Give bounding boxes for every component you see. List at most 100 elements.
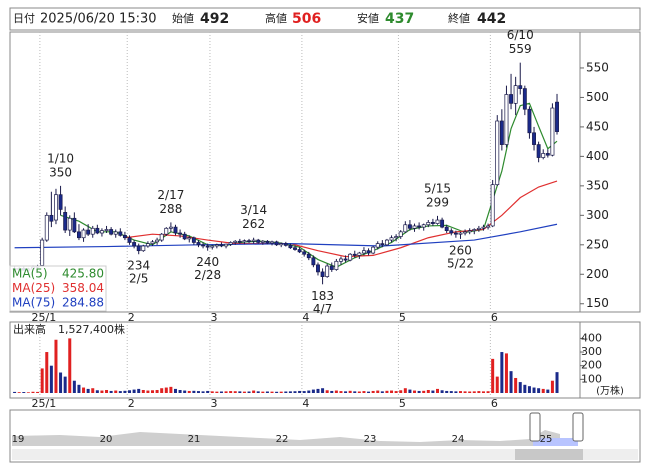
annotation-date: 4/7 [313,302,332,316]
legend-value: 284.88 [62,296,104,310]
y-tick-label: 350 [586,178,609,192]
volume-bar [311,389,315,393]
volume-bar [449,391,453,393]
volume-bar [509,371,513,393]
candle-body [67,217,72,231]
legend-value: 358.04 [62,281,104,295]
candle-body [219,244,224,247]
ma-line [14,223,558,249]
x-tick-label: 6 [491,397,498,410]
volume-bar [537,388,541,393]
volume-panel [9,321,641,399]
candle-body [155,239,160,243]
legend-name: MA(5) [12,267,48,281]
volume-bar [13,391,17,393]
volume-bar [187,390,191,393]
candle-body [527,108,532,134]
candle-body [224,243,228,247]
volume-bar [26,392,30,393]
volume-bar [256,391,260,393]
volume-bar [146,390,150,393]
volume-bar [210,391,214,393]
volume-bar [518,382,522,393]
volume-bar [160,388,164,393]
candle-body [283,243,288,246]
price-panel [9,31,641,313]
candle-body [145,243,150,247]
candle-body [173,226,178,234]
annotation-date: 5/15 [424,181,451,195]
volume-bar [325,390,329,393]
candle-body [362,250,366,254]
candle-body [522,88,527,110]
candle-body [40,239,45,266]
volume-bar [141,389,145,393]
volume-bar [339,391,343,393]
navigator-label: 19 [12,434,25,445]
candle-body [141,245,146,252]
volume-bar [40,368,44,393]
candle-body [536,144,541,158]
navigator-area [12,430,560,446]
y-tick-label: 150 [586,296,609,310]
candle-body [242,240,247,243]
volume-bar [63,376,67,393]
volume-bar [422,390,426,393]
range-handle-left[interactable] [529,412,541,442]
annotation-value: 183 [311,289,334,303]
candle-body [394,236,399,239]
candle-body [81,229,86,239]
volume-bar [45,352,49,393]
candle-body [384,239,389,246]
candle-body [316,264,320,273]
volume-bar [164,387,168,393]
volume-bar [59,372,63,393]
candle-body [472,229,477,232]
candle-body [205,245,210,248]
candle-body [325,265,330,277]
volume-bar [137,388,141,393]
y-tick-label: 400 [581,331,602,344]
navigator-label: 23 [364,434,377,445]
x-tick-label: 6 [491,311,498,324]
volume-bar [54,339,58,393]
volume-bar [491,358,495,393]
volume-bar [555,372,559,393]
volume-bar [546,389,550,393]
candle-body [210,245,215,248]
candle-body [187,237,192,240]
candle-body [58,194,63,210]
volume-bar [477,391,481,393]
candle-body [352,253,357,256]
volume-bar [36,391,40,393]
volume-bar [440,390,444,393]
annotation-date: 2/17 [157,188,184,202]
y-tick-label: 250 [586,237,609,251]
volume-bar [288,391,292,393]
annotation-value: 240 [196,255,219,269]
volume-bar [344,391,348,393]
volume-bar [275,391,279,393]
volume-bar [468,391,472,393]
candle-body [132,242,137,247]
candle-body [513,85,518,104]
candle-body [274,241,279,246]
scrollbar-thumb[interactable] [515,449,583,460]
candle-body [178,232,183,235]
range-handle-right[interactable] [572,412,584,442]
annotation-value: 234 [127,259,150,273]
volume-bar [201,391,205,393]
x-tick-label: 4 [302,311,309,324]
volume-bar [403,388,407,393]
volume-bar [523,384,527,393]
candle-body [293,247,297,250]
candle-body [430,222,435,224]
y-tick-label: 300 [586,208,609,222]
volume-bar [362,391,366,393]
volume-bar [123,390,127,393]
candle-body [339,258,343,262]
annotation-date: 6/10 [507,28,534,42]
volume-bar [348,390,352,393]
annotation-date: 2/5 [129,272,148,286]
volume-bar [330,390,334,393]
